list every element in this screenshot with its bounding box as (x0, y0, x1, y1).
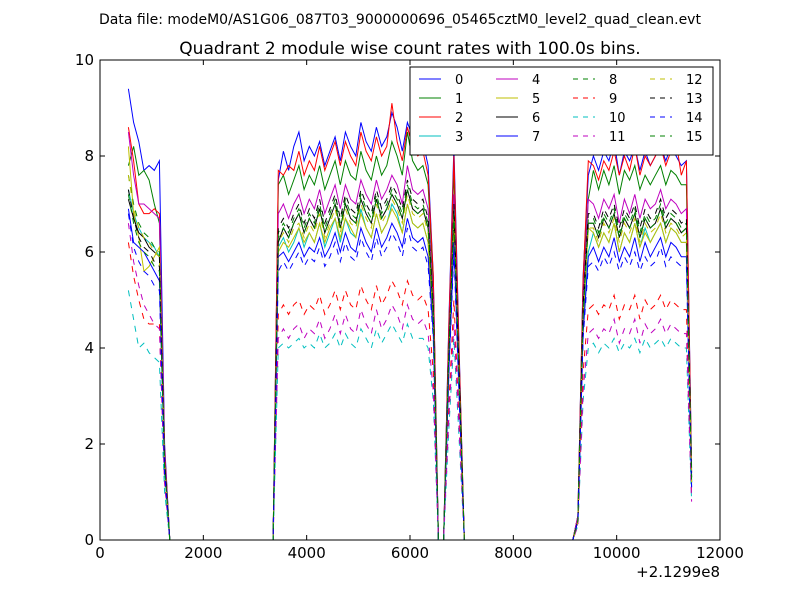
x-tick-label: 10000 (593, 544, 641, 562)
y-tick-label: 6 (84, 243, 94, 261)
x-tick-label: 12000 (696, 544, 744, 562)
x-tick-label: 6000 (391, 544, 429, 562)
series-layer (127, 88, 693, 541)
y-tick-label: 0 (84, 531, 94, 549)
legend-label-13: 13 (686, 92, 703, 107)
legend-label-10: 10 (609, 111, 626, 126)
legend-box (409, 66, 714, 156)
legend-label-8: 8 (609, 73, 617, 88)
x-offset-label: +2.1299e8 (636, 563, 720, 581)
legend-label-1: 1 (455, 92, 463, 107)
legend-label-2: 2 (455, 111, 463, 126)
legend-label-5: 5 (532, 92, 540, 107)
legend-label-12: 12 (686, 73, 703, 88)
series-line-13 (127, 179, 693, 541)
legend-label-0: 0 (455, 73, 463, 88)
series-line-7 (127, 208, 693, 541)
series-line-12 (127, 175, 693, 541)
legend-label-3: 3 (455, 130, 463, 145)
suptitle: Data file: modeM0/AS1G06_087T03_90000006… (99, 12, 701, 28)
y-tick-label: 2 (84, 435, 94, 453)
legend-label-11: 11 (609, 130, 626, 145)
x-tick-label: 0 (95, 544, 105, 562)
chart-title: Quadrant 2 module wise count rates with … (179, 39, 640, 59)
x-tick-label: 2000 (184, 544, 222, 562)
x-tick-label: 8000 (494, 544, 532, 562)
x-tick-label: 4000 (288, 544, 326, 562)
series-line-14 (127, 213, 693, 541)
legend-label-14: 14 (686, 111, 703, 126)
series-line-15 (127, 189, 693, 541)
y-tick-label: 4 (84, 339, 94, 357)
legend-label-9: 9 (609, 92, 617, 107)
legend-label-6: 6 (532, 111, 540, 126)
series-line-2 (127, 103, 693, 541)
series-line-8 (127, 175, 693, 541)
legend-label-15: 15 (686, 130, 703, 145)
legend-label-7: 7 (532, 130, 540, 145)
y-tick-label: 10 (75, 51, 94, 69)
series-line-4 (127, 131, 693, 541)
series-line-0 (127, 88, 693, 541)
series-line-1 (127, 131, 693, 541)
series-line-11 (127, 223, 693, 541)
series-line-9 (127, 242, 693, 541)
series-line-10 (127, 290, 693, 541)
legend-label-4: 4 (532, 73, 540, 88)
series-line-5 (127, 146, 693, 541)
y-tick-label: 8 (84, 147, 94, 165)
series-line-6 (127, 189, 693, 541)
series-line-3 (127, 189, 693, 541)
